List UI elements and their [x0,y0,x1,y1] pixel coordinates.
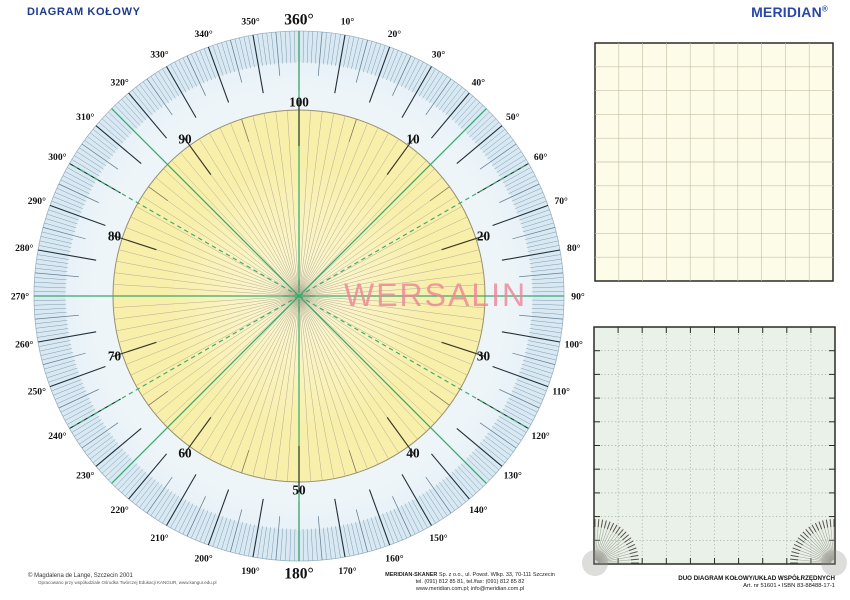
percent-label: 30 [477,348,491,363]
degree-label: 60° [534,152,548,163]
coordinate-grid-panel [582,326,847,576]
percent-labels: 10 20 30 40 50 60 70 80 90 100 [108,94,491,497]
degree-label: 350° [241,17,259,28]
copyright-line: © Magdalena de Lange, Szczecin 2001 [28,573,133,579]
degree-label: 120° [532,431,550,442]
degree-label: 130° [504,471,522,482]
degree-label: 340° [194,29,212,40]
degree-label: 30° [432,50,446,61]
brand-logo: MERIDIAN® [751,4,828,20]
brand-name: MERIDIAN [751,4,822,20]
corner-protractor-right [790,519,847,576]
product-block: DUO DIAGRAM KOŁOWY/UKŁAD WSPÓŁRZĘDNYCH A… [678,575,835,591]
percent-label: 80 [108,229,122,244]
degree-label: 200° [194,553,212,564]
percent-label: 60 [178,445,192,460]
degree-labels: 10° 20° 30° 40° 50° 60° 70° 80° 90° 100° 110° 120° 1… [11,11,585,582]
degree-label: 240° [48,431,66,442]
percent-label: 20 [477,229,491,244]
degree-label: 250° [28,387,46,398]
product-number: Art. nr 51601 • ISBN 83-88488-17-1 [743,583,835,590]
publisher-address: MERIDIAN-SKANER Sp. z o.o., ul. Powst. W… [385,572,555,578]
degree-label: 280° [15,243,33,254]
green-guide-lines [34,31,564,561]
copyright-block: © Magdalena de Lange, Szczecin 2001 Opra… [28,572,217,586]
degree-label: 290° [28,196,46,207]
degree-label: 270° [11,291,29,302]
percent-label: 70 [108,348,122,363]
degree-label: 220° [111,505,129,516]
watermark: WERSALIN [344,277,528,313]
degree-tick-marks [34,31,564,561]
degree-label: 80° [567,243,581,254]
credits-line: Opracowano przy współudziale Ośrodka Twó… [38,580,217,586]
degree-label: 140° [469,505,487,516]
corner-protractor-left [582,519,639,576]
degree-label: 210° [150,533,168,544]
degree-label: 70° [554,196,568,207]
degree-label: 360° [284,11,313,28]
degree-label: 310° [76,112,94,123]
degree-label: 100° [565,340,583,351]
degree-label: 20° [388,29,402,40]
degree-label: 110° [552,387,570,398]
degree-label: 160° [385,553,403,564]
percent-label: 10 [406,132,420,147]
page-title: DIAGRAM KOŁOWY [27,6,141,18]
degree-label: 150° [429,533,447,544]
degree-label: 170° [338,566,356,577]
percent-major-ticks [112,100,486,492]
percent-label: 50 [292,482,306,497]
degree-label: 190° [241,566,259,577]
percent-label: 40 [406,445,420,460]
degree-label: 320° [111,78,129,89]
degree-label: 50° [506,112,520,123]
publisher-web: www.meridian.com.pl; info@meridian.com.p… [415,586,525,593]
percent-label: 90 [178,132,192,147]
publisher-phone: tel. (091) 812 85 81, tel./fax: (091) 81… [415,579,525,586]
percent-label: 100 [289,94,309,109]
publisher-block: MERIDIAN-SKANER Sp. z o.o., ul. Powst. W… [385,572,555,593]
registered-mark-icon: ® [821,4,828,14]
product-title: DUO DIAGRAM KOŁOWY/UKŁAD WSPÓŁRZĘDNYCH [678,575,835,582]
degree-label: 90° [571,291,585,302]
degree-label: 180° [284,565,313,582]
center-point [297,294,301,298]
degree-label: 260° [15,340,33,351]
squared-grid-panel [594,42,834,282]
degree-label: 330° [150,50,168,61]
degree-label: 40° [472,78,486,89]
degree-label: 10° [341,17,355,28]
degree-label: 300° [48,152,66,163]
degree-label: 230° [76,471,94,482]
